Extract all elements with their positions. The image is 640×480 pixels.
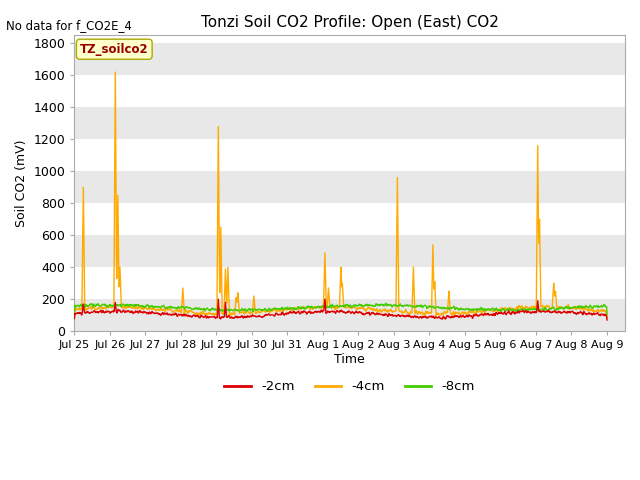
Bar xyxy=(74,235,625,267)
Bar xyxy=(74,43,625,75)
Bar xyxy=(74,108,625,139)
Bar xyxy=(74,203,625,235)
Bar xyxy=(74,139,625,171)
Y-axis label: Soil CO2 (mV): Soil CO2 (mV) xyxy=(15,140,28,227)
Bar xyxy=(74,267,625,299)
Bar xyxy=(74,75,625,108)
Text: TZ_soilco2: TZ_soilco2 xyxy=(80,43,148,56)
Legend: -2cm, -4cm, -8cm: -2cm, -4cm, -8cm xyxy=(219,375,480,398)
Title: Tonzi Soil CO2 Profile: Open (East) CO2: Tonzi Soil CO2 Profile: Open (East) CO2 xyxy=(201,15,499,30)
X-axis label: Time: Time xyxy=(334,353,365,366)
Bar xyxy=(74,299,625,331)
Text: No data for f_CO2E_4: No data for f_CO2E_4 xyxy=(6,19,132,32)
Bar xyxy=(74,171,625,203)
